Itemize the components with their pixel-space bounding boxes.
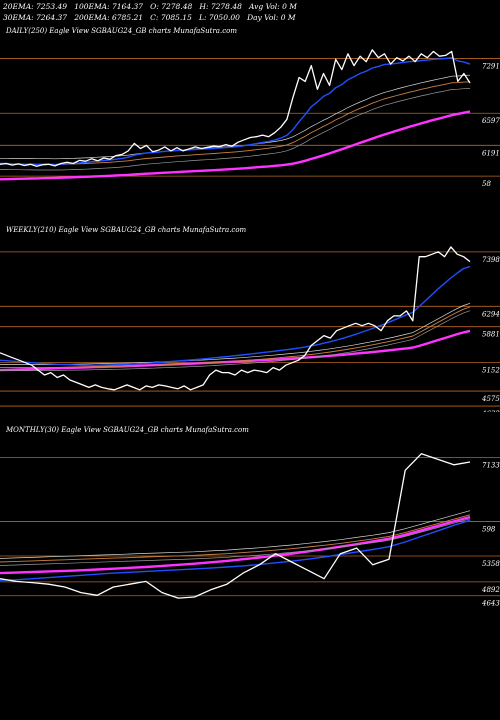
header-line-2: 30EMA: 7264.37 200EMA: 6785.21 C: 7085.1… [3, 13, 296, 22]
ema200-stat: 200EMA: 6785.21 [74, 13, 144, 22]
daily-level-label: 58 [482, 180, 491, 188]
header-line-1: 20EMA: 7253.49 100EMA: 7164.37 O: 7278.4… [3, 2, 297, 11]
ema100-stat: 100EMA: 7164.37 [74, 2, 144, 11]
weekly-ema-fast-line [0, 265, 471, 366]
monthly-level-label: 5358 [482, 560, 500, 568]
daily-ema-fast-line [0, 57, 471, 166]
monthly-level-label: 4643 [481, 600, 500, 608]
daily-chart-title: DAILY(250) Eagle View SGBAUG24_GB charts… [6, 27, 237, 35]
weekly-level-label: 6294 [482, 310, 500, 318]
monthly-ema-mid-line [0, 514, 471, 563]
weekly-chart: 7398 6294 5881 5152 4575 4632 [0, 246, 500, 412]
monthly-price-line [0, 453, 471, 599]
monthly-envelope-line [0, 510, 471, 559]
avg-vol-stat: Avg Vol: 0 M [249, 2, 297, 11]
monthly-envelope-line [0, 518, 471, 566]
monthly-chart-title: MONTHLY(30) Eagle View SGBAUG24_GB chart… [6, 426, 249, 434]
weekly-envelope-line [0, 310, 471, 371]
weekly-ema-mid-line [0, 306, 471, 369]
monthly-level-label: 7133 [482, 461, 500, 469]
low-stat: L: 7050.00 [199, 13, 240, 22]
weekly-price-line [0, 246, 471, 391]
monthly-level-label: 598 [482, 525, 496, 533]
daily-chart: 7291 6597 6191 58 [0, 49, 500, 188]
ema30-stat: 30EMA: 7264.37 [3, 13, 68, 22]
monthly-chart: 7133 598 5358 4892 4643 [0, 453, 500, 608]
weekly-envelope-line [0, 302, 471, 365]
daily-level-label: 6597 [482, 117, 500, 125]
weekly-level-label: 4632 [481, 410, 500, 412]
day-vol-stat: Day Vol: 0 M [247, 13, 296, 22]
ema20-stat: 20EMA: 7253.49 [3, 2, 68, 11]
weekly-level-label: 5881 [482, 331, 500, 339]
daily-level-label: 7291 [482, 62, 500, 70]
daily-level-label: 6191 [482, 149, 500, 157]
weekly-level-label: 5152 [482, 367, 500, 375]
open-stat: O: 7278.48 [150, 2, 193, 11]
daily-ema-mid-line [0, 81, 471, 165]
weekly-chart-title: WEEKLY(210) Eagle View SGBAUG24_GB chart… [6, 226, 247, 234]
high-stat: H: 7278.48 [199, 2, 242, 11]
monthly-ema-long-line [0, 515, 471, 575]
weekly-level-label: 7398 [482, 256, 500, 264]
monthly-level-label: 4892 [481, 586, 500, 594]
daily-price-line [0, 49, 471, 167]
close-stat: C: 7085.15 [150, 13, 192, 22]
weekly-level-label: 4575 [481, 395, 500, 403]
daily-ema-long-line [0, 110, 471, 181]
daily-envelope-line [0, 88, 471, 171]
